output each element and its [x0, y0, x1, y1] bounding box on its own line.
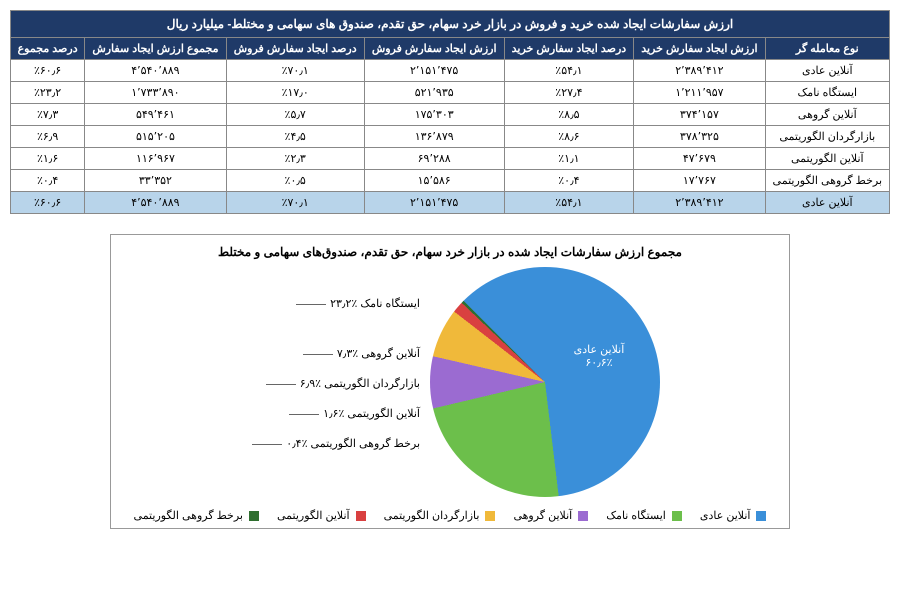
- table-cell: آنلاین عادی: [765, 192, 889, 214]
- legend-item: آنلاین عادی: [700, 509, 767, 522]
- col-header: نوع معامله گر: [765, 38, 889, 60]
- table-cell: ۵۱۵٬۲۰۵: [85, 126, 226, 148]
- table-cell: ٪۷۰٫۱: [226, 60, 364, 82]
- table-cell: ٪۵٫۷: [226, 104, 364, 126]
- table-cell: ۱۷٬۷۶۷: [634, 170, 765, 192]
- table-cell: ۱٬۷۳۳٬۸۹۰: [85, 82, 226, 104]
- legend-swatch: [249, 511, 259, 521]
- table-row: آنلاین عادی۲٬۳۸۹٬۴۱۲٪۵۴٫۱۲٬۱۵۱٬۴۷۵٪۷۰٫۱۴…: [11, 192, 890, 214]
- table-cell: ۱۱۶٬۹۶۷: [85, 148, 226, 170]
- table-cell: برخط گروهی الگوریتمی: [765, 170, 889, 192]
- table-row: برخط گروهی الگوریتمی۱۷٬۷۶۷٪۰٫۴۱۵٬۵۸۶٪۰٫۵…: [11, 170, 890, 192]
- legend-swatch: [756, 511, 766, 521]
- table-cell: ٪۵۴٫۱: [504, 192, 634, 214]
- table-cell: ۴۷٬۶۷۹: [634, 148, 765, 170]
- legend-swatch: [485, 511, 495, 521]
- legend-swatch: [672, 511, 682, 521]
- legend-item: آنلاین گروهی: [513, 509, 588, 522]
- pie-callout: ایستگاه نامک ٪۲۳٫۲: [330, 297, 420, 310]
- table-cell: ٪۱۷٫۰: [226, 82, 364, 104]
- chart-legend: آنلاین عادی ایستگاه نامک آنلاین گروهی بازار…: [121, 509, 779, 522]
- pie-callout: آنلاین گروهی ٪۷٫۳: [337, 347, 420, 360]
- legend-label: آنلاین گروهی: [513, 509, 572, 522]
- pie-callout: آنلاین الگوریتمی ٪۱٫۶: [323, 407, 420, 420]
- table-cell: ٪۰٫۴: [504, 170, 634, 192]
- table-cell: ٪۸٫۵: [504, 104, 634, 126]
- table-cell: ۵۴۹٬۴۶۱: [85, 104, 226, 126]
- pie-callout: بازارگردان الگوریتمی ٪۶٫۹: [300, 377, 420, 390]
- table-cell: ۴٬۵۴۰٬۸۸۹: [85, 192, 226, 214]
- table-row: آنلاین گروهی۳۷۴٬۱۵۷٪۸٫۵۱۷۵٬۳۰۳٪۵٫۷۵۴۹٬۴۶…: [11, 104, 890, 126]
- table-cell: ۲٬۱۵۱٬۴۷۵: [364, 60, 504, 82]
- table-cell: ٪۰٫۵: [226, 170, 364, 192]
- table-cell: بازارگردان الگوریتمی: [765, 126, 889, 148]
- legend-label: آنلاین عادی: [700, 509, 751, 522]
- table-cell: آنلاین عادی: [765, 60, 889, 82]
- table-cell: ٪۱٫۱: [504, 148, 634, 170]
- table-cell: ۵۲۱٬۹۳۵: [364, 82, 504, 104]
- pie-callouts: ایستگاه نامک ٪۲۳٫۲ آنلاین گروهی ٪۷٫۳ بازار…: [240, 267, 420, 497]
- table-cell: ٪۲۳٫۲: [11, 82, 85, 104]
- table-row: آنلاین عادی۲٬۳۸۹٬۴۱۲٪۵۴٫۱۲٬۱۵۱٬۴۷۵٪۷۰٫۱۴…: [11, 60, 890, 82]
- pie-chart: آنلاین عادی ٪۶۰٫۶: [430, 267, 660, 497]
- table-cell: ٪۶۰٫۶: [11, 60, 85, 82]
- pie-callout: برخط گروهی الگوریتمی ٪۰٫۴: [286, 437, 420, 450]
- legend-swatch: [356, 511, 366, 521]
- col-header: مجموع ارزش ایجاد سفارش: [85, 38, 226, 60]
- col-header: درصد ایجاد سفارش خرید: [504, 38, 634, 60]
- table-cell: آنلاین گروهی: [765, 104, 889, 126]
- col-header: ارزش ایجاد سفارش فروش: [364, 38, 504, 60]
- table-cell: ٪۱٫۶: [11, 148, 85, 170]
- table-cell: ٪۰٫۴: [11, 170, 85, 192]
- table-cell: ۴٬۵۴۰٬۸۸۹: [85, 60, 226, 82]
- table-cell: ۱٬۲۱۱٬۹۵۷: [634, 82, 765, 104]
- table-cell: ٪۸٫۶: [504, 126, 634, 148]
- table-row: آنلاین الگوریتمی۴۷٬۶۷۹٪۱٫۱۶۹٬۲۸۸٪۲٫۳۱۱۶٬…: [11, 148, 890, 170]
- table-row: ایستگاه نامک۱٬۲۱۱٬۹۵۷٪۲۷٫۴۵۲۱٬۹۳۵٪۱۷٫۰۱٬…: [11, 82, 890, 104]
- legend-item: برخط گروهی الگوریتمی: [134, 509, 259, 522]
- table-cell: ٪۵۴٫۱: [504, 60, 634, 82]
- table-cell: ٪۶٫۹: [11, 126, 85, 148]
- table-cell: ۱۵٬۵۸۶: [364, 170, 504, 192]
- legend-label: برخط گروهی الگوریتمی: [134, 509, 243, 522]
- legend-label: بازارگردان الگوریتمی: [384, 509, 480, 522]
- table-cell: ٪۷۰٫۱: [226, 192, 364, 214]
- table-row: بازارگردان الگوریتمی۳۷۸٬۳۲۵٪۸٫۶۱۳۶٬۸۷۹٪۴…: [11, 126, 890, 148]
- col-header: ارزش ایجاد سفارش خرید: [634, 38, 765, 60]
- legend-item: ایستگاه نامک: [606, 509, 682, 522]
- table-cell: ایستگاه نامک: [765, 82, 889, 104]
- table-cell: ۲٬۱۵۱٬۴۷۵: [364, 192, 504, 214]
- table-cell: ٪۴٫۵: [226, 126, 364, 148]
- legend-label: آنلاین الگوریتمی: [277, 509, 350, 522]
- chart-title: مجموع ارزش سفارشات ایجاد شده در بازار خر…: [121, 245, 779, 259]
- table-cell: ٪۲٫۳: [226, 148, 364, 170]
- table-cell: ۲٬۳۸۹٬۴۱۲: [634, 60, 765, 82]
- table-cell: ۱۷۵٬۳۰۳: [364, 104, 504, 126]
- table-cell: ۱۳۶٬۸۷۹: [364, 126, 504, 148]
- table-cell: ٪۷٫۳: [11, 104, 85, 126]
- legend-item: بازارگردان الگوریتمی: [384, 509, 496, 522]
- table-cell: آنلاین الگوریتمی: [765, 148, 889, 170]
- table-cell: ۳۷۴٬۱۵۷: [634, 104, 765, 126]
- legend-label: ایستگاه نامک: [606, 509, 666, 522]
- table-cell: ۶۹٬۲۸۸: [364, 148, 504, 170]
- table-cell: ۲٬۳۸۹٬۴۱۲: [634, 192, 765, 214]
- col-header: درصد ایجاد سفارش فروش: [226, 38, 364, 60]
- col-header: درصد مجموع: [11, 38, 85, 60]
- table-cell: ٪۶۰٫۶: [11, 192, 85, 214]
- table-cell: ۳۳٬۳۵۲: [85, 170, 226, 192]
- legend-item: آنلاین الگوریتمی: [277, 509, 366, 522]
- orders-value-table: ارزش سفارشات ایجاد شده خرید و فروش در با…: [10, 10, 890, 214]
- table-title: ارزش سفارشات ایجاد شده خرید و فروش در با…: [11, 11, 890, 38]
- pie-chart-panel: مجموع ارزش سفارشات ایجاد شده در بازار خر…: [110, 234, 790, 529]
- legend-swatch: [578, 511, 588, 521]
- table-cell: ۳۷۸٬۳۲۵: [634, 126, 765, 148]
- table-cell: ٪۲۷٫۴: [504, 82, 634, 104]
